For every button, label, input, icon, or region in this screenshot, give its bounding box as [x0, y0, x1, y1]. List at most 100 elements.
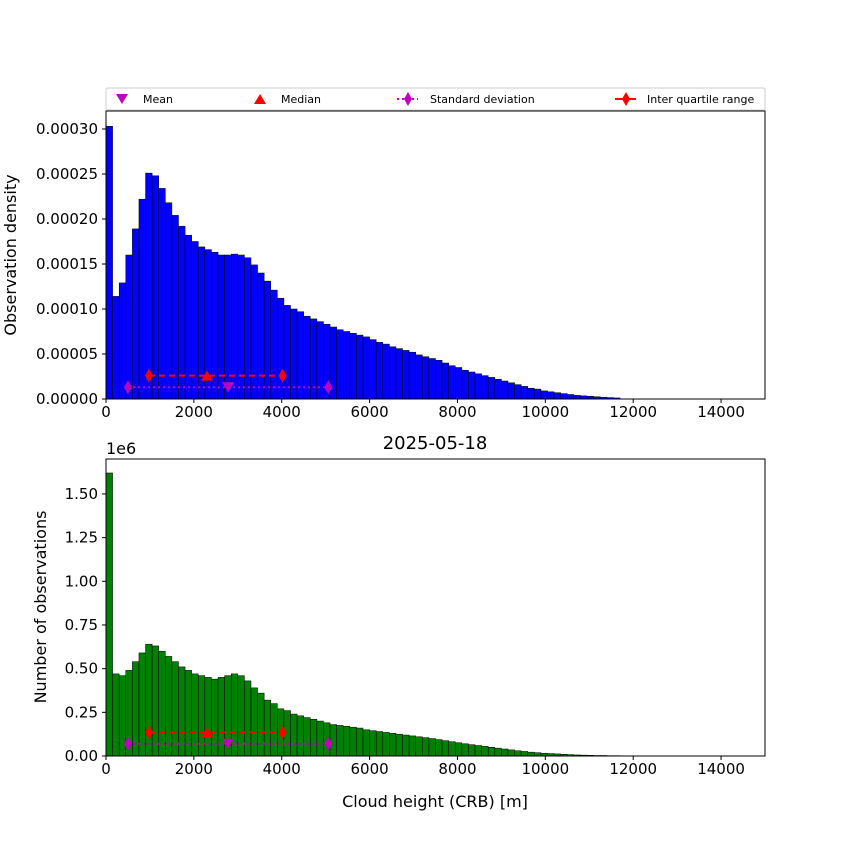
histogram-bar — [514, 384, 522, 400]
histogram-bar — [250, 264, 258, 400]
x-tick-label: 6000 — [351, 403, 389, 421]
upper-plot-frame — [105, 110, 766, 400]
x-tick-label: 8000 — [438, 403, 476, 421]
histogram-bar — [402, 350, 410, 400]
diamond-marker — [123, 380, 132, 395]
x-tick-label: 14000 — [697, 403, 745, 421]
y-tick-label: 0.00030 — [36, 120, 98, 138]
histogram-bar — [336, 725, 344, 757]
x-tick-label: 0 — [101, 403, 111, 421]
histogram-bar — [369, 339, 377, 400]
histogram-bar — [290, 713, 298, 757]
histogram-bar — [487, 377, 496, 400]
histogram-bar — [461, 369, 469, 400]
histogram-bar — [408, 351, 416, 400]
histogram-bar — [342, 726, 351, 757]
upper-panel: 0 2000 4000 6000 8000 10000 12000 14000 0.00000… — [1, 110, 766, 421]
histogram-bar — [362, 729, 370, 757]
histogram-bar — [171, 215, 179, 400]
upper-statistics-markers — [123, 368, 333, 395]
diamond-marker — [145, 725, 154, 740]
histogram-bar — [527, 751, 535, 757]
histogram-bar — [455, 367, 463, 400]
histogram-bar — [369, 730, 377, 757]
lower-chart-title: 2025-05-18 — [383, 433, 488, 454]
legend-label-mean: Mean — [143, 93, 173, 106]
histogram-bar — [395, 348, 403, 400]
histogram-bar — [520, 386, 529, 400]
legend-label-median: Median — [281, 93, 321, 106]
x-tick-label: 2000 — [175, 403, 213, 421]
x-tick-label: 2000 — [175, 760, 213, 778]
histogram-bar — [435, 739, 443, 757]
legend-label-standard-deviation: Standard deviation — [430, 93, 535, 106]
diamond-marker — [278, 368, 287, 383]
y-tick-label: 0.00010 — [36, 300, 98, 318]
histogram-bar — [336, 329, 344, 400]
histogram-bar — [132, 661, 140, 757]
histogram-bar — [362, 336, 370, 400]
legend-entry-median: Median — [254, 93, 321, 106]
x-tick-label: 14000 — [697, 760, 745, 778]
histogram-bar — [428, 358, 436, 400]
histogram-bar — [257, 692, 265, 757]
histogram-bar — [547, 391, 555, 400]
histogram-bar — [461, 743, 469, 757]
diamond-marker — [324, 380, 333, 395]
histogram-bar — [171, 661, 179, 757]
diamond-marker — [145, 368, 154, 383]
histogram-bar — [494, 378, 502, 400]
x-tick-label: 12000 — [609, 403, 657, 421]
legend-label-inter-quartile-range: Inter quartile range — [647, 93, 754, 106]
histogram-bar — [178, 666, 186, 757]
histogram-bar — [329, 724, 337, 757]
histogram-bar — [132, 228, 140, 400]
diamond-marker — [278, 725, 287, 740]
histogram-bar — [455, 742, 463, 757]
x-tick-label: 4000 — [263, 403, 301, 421]
histogram-bar — [375, 731, 384, 757]
lower-panel: 2025-05-18 1e6 0 2000 4000 6000 8000 10000 120… — [31, 433, 766, 811]
histogram-bar — [250, 687, 258, 757]
histogram-bar — [468, 371, 476, 400]
histogram-bar — [145, 643, 153, 757]
histogram-bar — [349, 333, 357, 400]
y-tick-label: 1.00 — [65, 572, 98, 590]
histogram-bar — [415, 354, 423, 400]
histogram-bar — [151, 645, 159, 757]
histogram-bar — [270, 703, 278, 757]
histogram-bar — [138, 198, 146, 400]
histogram-bar — [540, 390, 548, 400]
histogram-bar — [105, 472, 113, 757]
histogram-bar — [501, 380, 509, 400]
x-tick-label: 10000 — [521, 403, 569, 421]
upper-y-axis-label: Observation density — [1, 174, 20, 335]
y-tick-label: 0.00 — [65, 747, 98, 765]
histogram-bar — [375, 342, 384, 400]
histogram-bar — [263, 280, 272, 400]
histogram-bar — [244, 257, 252, 400]
histogram-bar — [316, 321, 324, 400]
y-tick-label: 0.25 — [65, 703, 98, 721]
legend: Mean Median Standard deviation Inter qua… — [105, 87, 766, 111]
histogram-bar — [349, 726, 357, 757]
histogram-bar — [105, 126, 113, 400]
y-tick-label: 0.00005 — [36, 345, 98, 363]
histogram-bar — [441, 362, 449, 400]
upper-x-axis-ticks: 0 2000 4000 6000 8000 10000 12000 14000 — [101, 399, 745, 421]
histogram-bar — [573, 395, 581, 400]
legend-entry-inter-quartile-range: Inter quartile range — [615, 92, 754, 106]
histogram-bar — [263, 699, 272, 757]
histogram-bar — [125, 254, 133, 400]
histogram-bar — [415, 736, 423, 757]
histogram-bar — [520, 751, 529, 757]
histogram-bar — [211, 252, 219, 400]
y-tick-label: 1.50 — [65, 485, 98, 503]
histogram-bar — [507, 382, 515, 400]
histogram-bar — [356, 334, 364, 400]
histogram-bar — [151, 175, 159, 400]
histogram-bar — [112, 673, 120, 757]
triangle-down-icon — [116, 94, 128, 104]
legend-entry-standard-deviation: Standard deviation — [397, 92, 535, 106]
histogram-bar — [389, 733, 397, 757]
